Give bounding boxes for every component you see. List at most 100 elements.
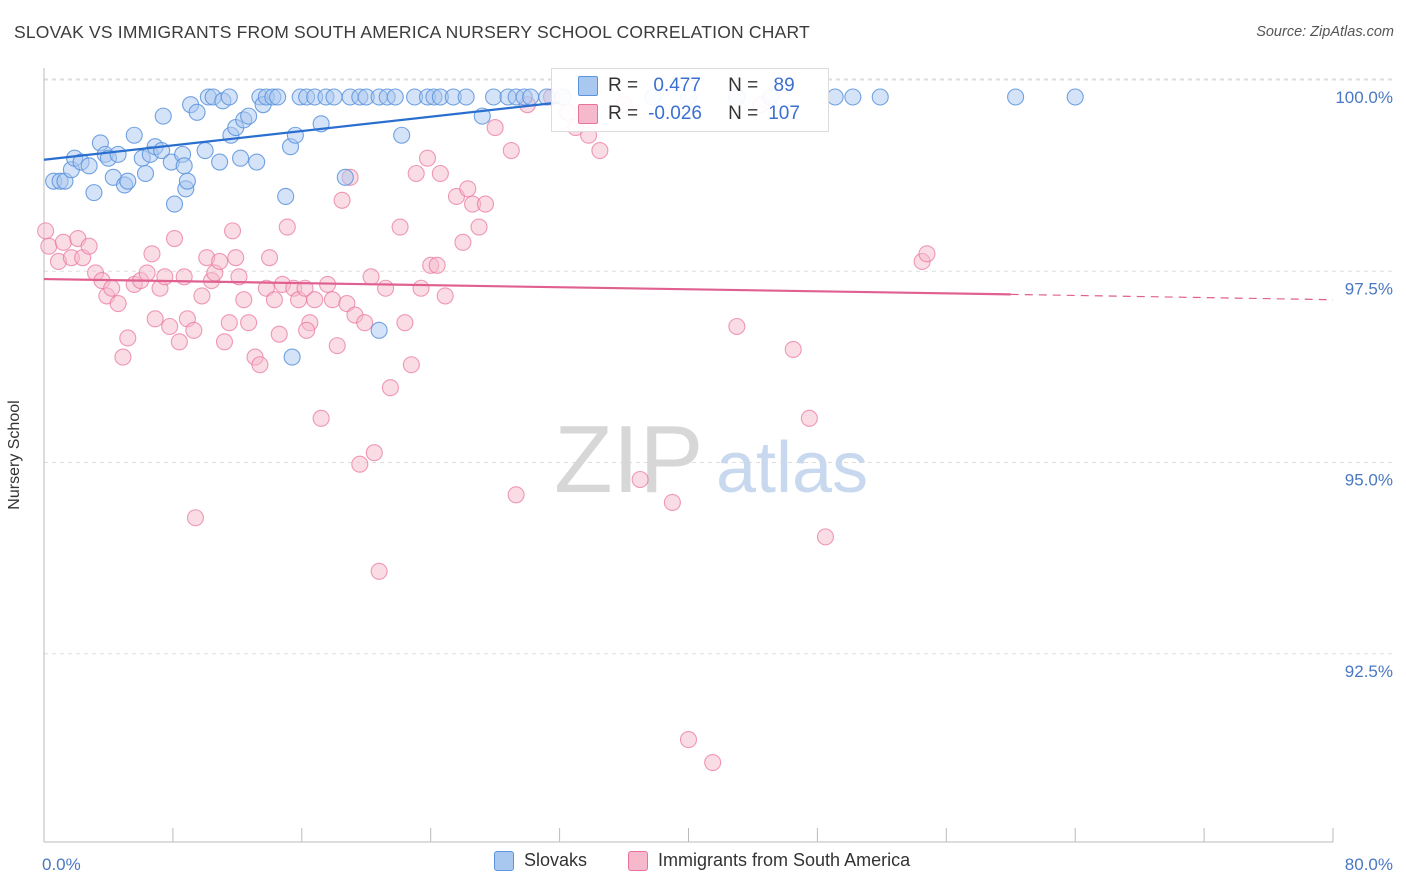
- r-label: R =: [608, 75, 639, 96]
- data-point-immigrants: [240, 314, 258, 332]
- data-point-immigrants: [103, 279, 121, 297]
- pink-swatch-icon: [628, 850, 648, 871]
- data-point-immigrants: [631, 470, 649, 489]
- source-label: Source: ZipAtlas.com: [1256, 24, 1394, 40]
- data-point-slovaks: [871, 88, 889, 106]
- watermark: ZIP atlas: [554, 406, 868, 513]
- data-point-slovaks: [240, 107, 258, 125]
- data-point-slovaks: [154, 107, 172, 125]
- data-point-immigrants: [328, 337, 346, 355]
- data-point-slovaks: [370, 321, 388, 339]
- data-point-immigrants: [298, 321, 316, 339]
- data-point-immigrants: [109, 294, 127, 313]
- data-point-immigrants: [351, 455, 369, 473]
- stats-row-immigrants: R = -0.026 N = 107: [552, 100, 800, 128]
- data-point-immigrants: [704, 753, 722, 772]
- trend-line-immigrants: [43, 277, 1011, 296]
- data-point-immigrants: [591, 142, 609, 160]
- data-point-slovaks: [844, 88, 862, 106]
- series-slovaks-points: [45, 88, 1084, 366]
- data-point-slovaks: [269, 88, 287, 106]
- data-point-immigrants: [470, 218, 488, 236]
- data-point-immigrants: [918, 245, 936, 263]
- data-point-immigrants: [370, 562, 388, 580]
- data-point-immigrants: [119, 329, 137, 347]
- data-point-slovaks: [286, 126, 304, 144]
- data-point-slovaks: [85, 184, 103, 202]
- r-value: -0.026: [648, 103, 702, 124]
- n-label: N =: [728, 103, 759, 124]
- data-point-slovaks: [325, 88, 343, 106]
- data-point-immigrants: [402, 356, 420, 374]
- data-point-immigrants: [215, 333, 234, 351]
- data-point-slovaks: [386, 88, 404, 106]
- data-point-immigrants: [220, 314, 238, 332]
- series-legend: Slovaks Immigrants from South America: [0, 850, 1406, 878]
- data-point-slovaks: [109, 145, 127, 163]
- data-point-immigrants: [161, 317, 179, 336]
- blue-swatch-icon: [578, 76, 598, 96]
- trend-line-slovaks: [43, 101, 560, 161]
- data-point-immigrants: [54, 233, 72, 251]
- data-point-immigrants: [486, 119, 504, 137]
- data-point-immigrants: [143, 245, 161, 263]
- data-point-immigrants: [407, 164, 425, 183]
- data-point-immigrants: [80, 237, 98, 255]
- data-point-slovaks: [178, 172, 196, 190]
- data-point-immigrants: [391, 218, 409, 236]
- data-point-immigrants: [333, 191, 351, 209]
- blue-swatch-icon: [494, 850, 514, 871]
- data-point-immigrants: [362, 268, 380, 286]
- data-point-slovaks: [277, 187, 295, 205]
- data-point-slovaks: [211, 153, 229, 171]
- data-point-slovaks: [1007, 88, 1025, 106]
- data-point-immigrants: [377, 279, 395, 297]
- n-value: 89: [768, 75, 795, 96]
- data-point-slovaks: [125, 126, 143, 144]
- data-point-immigrants: [211, 252, 229, 271]
- data-point-immigrants: [170, 333, 188, 351]
- data-point-immigrants: [323, 291, 341, 309]
- data-point-immigrants: [476, 195, 495, 213]
- data-point-immigrants: [436, 287, 454, 305]
- data-point-immigrants: [728, 317, 746, 336]
- data-point-immigrants: [138, 264, 156, 282]
- data-point-immigrants: [156, 268, 174, 286]
- data-point-slovaks: [196, 142, 214, 160]
- y-tick-label: 92.5%: [1345, 662, 1393, 681]
- x-tick-label: 0.0%: [42, 855, 81, 874]
- data-point-slovaks: [336, 168, 354, 186]
- r-label: R =: [608, 103, 639, 124]
- data-point-immigrants: [251, 356, 269, 374]
- data-point-slovaks: [119, 172, 137, 190]
- y-tick-label: 100.0%: [1335, 88, 1393, 107]
- data-point-immigrants: [165, 229, 184, 248]
- legend-label: Slovaks: [524, 850, 588, 870]
- data-point-immigrants: [507, 486, 525, 504]
- x-tick-label: 80.0%: [1345, 855, 1393, 874]
- data-point-slovaks: [80, 157, 98, 175]
- n-label: N =: [728, 75, 759, 96]
- n-value: 107: [768, 103, 800, 124]
- data-point-slovaks: [175, 157, 193, 175]
- trend-line-immigrants-extension: [1010, 293, 1334, 301]
- legend-item-slovaks[interactable]: Slovaks: [494, 850, 587, 871]
- data-point-slovaks: [393, 126, 411, 144]
- data-point-immigrants: [40, 237, 58, 255]
- data-point-immigrants: [37, 222, 55, 240]
- data-point-immigrants: [816, 528, 835, 546]
- data-point-immigrants: [679, 731, 698, 749]
- data-point-slovaks: [283, 348, 301, 366]
- data-point-slovaks: [136, 164, 155, 183]
- data-point-immigrants: [227, 249, 245, 267]
- data-point-immigrants: [312, 409, 330, 427]
- data-point-immigrants: [418, 149, 437, 167]
- legend-item-immigrants[interactable]: Immigrants from South America: [628, 850, 910, 871]
- data-point-slovaks: [522, 88, 540, 106]
- data-point-immigrants: [278, 218, 296, 236]
- tick-labels: 100.0% 97.5% 95.0% 92.5% 0.0% 80.0%: [42, 88, 1393, 874]
- series-immigrants-points: [37, 88, 936, 772]
- trend-lines: [43, 101, 1334, 301]
- data-point-slovaks: [826, 88, 844, 106]
- data-point-immigrants: [365, 444, 383, 462]
